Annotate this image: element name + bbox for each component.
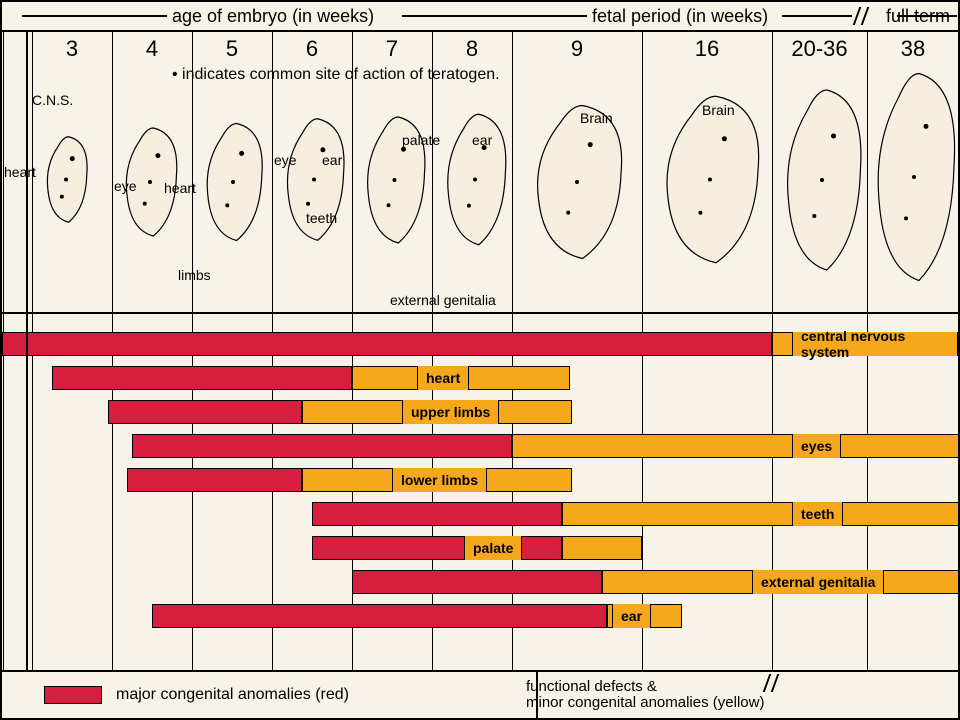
bar-label: teeth [792, 502, 843, 526]
anatomy-label: external genitalia [390, 292, 496, 308]
week-col-9: 9 [512, 36, 642, 62]
anatomy-label: heart [164, 180, 196, 196]
embryo-wk-3 [40, 132, 92, 227]
anatomy-label: C.N.S. [32, 92, 73, 108]
week-col-38: 38 [867, 36, 959, 62]
bar-external-genitalia: external genitalia [2, 570, 958, 594]
embryo-wk-9 [522, 97, 632, 267]
bar-palate: palate [2, 536, 958, 560]
anatomy-label: heart [4, 164, 36, 180]
bar-ear: ear [2, 604, 958, 628]
week-col-3: 3 [32, 36, 112, 62]
embryo-wk-5 [197, 117, 269, 247]
legend: major congenital anomalies (red)function… [2, 670, 958, 718]
anatomy-label: Brain [580, 110, 613, 126]
legend-minor: functional defects & minor congenital an… [514, 672, 958, 718]
header-embryo: age of embryo (in weeks) [172, 6, 374, 27]
bar-label: heart [417, 366, 469, 390]
week-col-7: 7 [352, 36, 432, 62]
week-col-20-36: 20-36 [772, 36, 867, 62]
anatomy-label: teeth [306, 210, 337, 226]
embryo-wk-6 [277, 112, 351, 247]
week-col-6: 6 [272, 36, 352, 62]
header-fetal: fetal period (in weeks) [592, 6, 768, 27]
bar-teeth: teeth [2, 502, 958, 526]
embryo-wk-8 [437, 107, 513, 252]
embryo-wk-38 [864, 62, 960, 292]
bar-central-nervous-system: central nervous system [2, 332, 958, 356]
teratogen-note: • indicates common site of action of ter… [172, 66, 500, 84]
anatomy-label: ear [472, 132, 492, 148]
embryo-wk-7 [357, 110, 432, 250]
bar-label: lower limbs [392, 468, 487, 492]
embryo-wk-20-36 [774, 80, 870, 280]
anatomy-label: eye [114, 178, 137, 194]
legend-major: major congenital anomalies (red) [32, 672, 538, 718]
week-col-5: 5 [192, 36, 272, 62]
week-col-4: 4 [112, 36, 192, 62]
bar-label: central nervous system [792, 332, 958, 356]
anatomy-label: palate [402, 132, 440, 148]
bar-label: eyes [792, 434, 841, 458]
bar-label: ear [612, 604, 651, 628]
axis-break-icon [852, 7, 872, 25]
bar-heart: heart [2, 366, 958, 390]
anatomy-label: eye [274, 152, 297, 168]
bar-eyes: eyes [2, 434, 958, 458]
week-col-16: 16 [642, 36, 772, 62]
anatomy-label: ear [322, 152, 342, 168]
bar-label: palate [464, 536, 522, 560]
bar-upper-limbs: upper limbs [2, 400, 958, 424]
bar-lower-limbs: lower limbs [2, 468, 958, 492]
anatomy-label: limbs [178, 267, 211, 283]
anatomy-label: Brain [702, 102, 735, 118]
bar-label: external genitalia [752, 570, 884, 594]
bar-label: upper limbs [402, 400, 499, 424]
legend-break-icon [762, 674, 782, 692]
week-col-8: 8 [432, 36, 512, 62]
